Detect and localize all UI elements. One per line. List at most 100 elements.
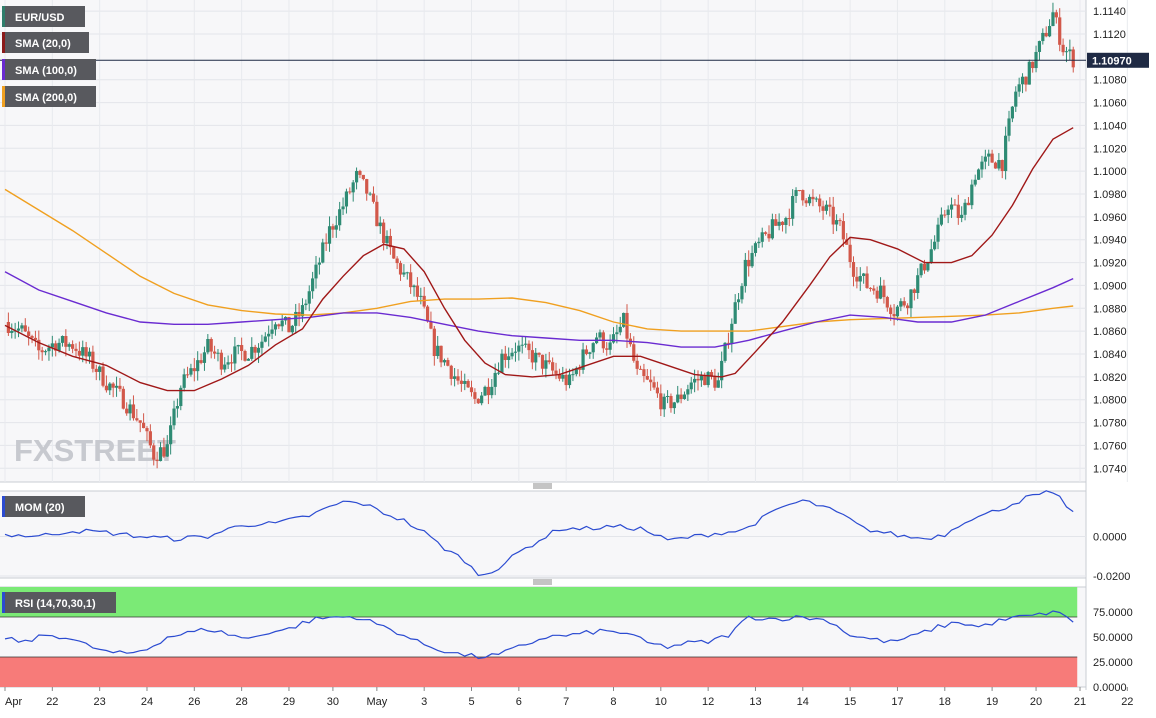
candle-body — [767, 233, 771, 239]
candle-body — [784, 218, 788, 225]
candle-body — [632, 344, 636, 361]
candle-body — [473, 392, 477, 399]
candle-body — [422, 295, 426, 307]
candle-body — [327, 226, 332, 244]
candle-body — [909, 289, 913, 309]
candle-body — [791, 196, 795, 219]
legend-sma-20[interactable]: SMA (20,0) — [2, 32, 89, 53]
candle-body — [513, 351, 518, 353]
price-tick-label: 1.1000 — [1093, 166, 1127, 178]
candle-body — [723, 342, 727, 361]
legend-eurusd[interactable]: EUR/USD — [2, 6, 85, 27]
candle-body — [878, 285, 883, 299]
candle-body — [983, 156, 987, 162]
candle-body — [1017, 84, 1021, 92]
legend-momentum[interactable]: MOM (20) — [2, 496, 85, 517]
candle-body — [747, 259, 751, 267]
candle-body — [1007, 118, 1011, 136]
candle-body — [963, 202, 967, 215]
rsi-line — [4, 610, 1074, 660]
candle-body — [348, 191, 352, 193]
candle-body — [976, 169, 981, 180]
candle-body — [395, 258, 399, 264]
price-tick-label: 1.1060 — [1093, 98, 1127, 110]
candle-body — [561, 374, 565, 379]
candle-body — [608, 342, 612, 350]
candle-body — [94, 368, 98, 372]
candle-body — [997, 160, 1001, 169]
candle-body — [598, 332, 602, 338]
candle-body — [865, 273, 869, 288]
panel-splitter-1[interactable] — [533, 483, 552, 489]
candle-body — [260, 341, 264, 348]
candle-body — [895, 306, 900, 317]
candle-body — [811, 196, 815, 200]
candle-body — [425, 306, 430, 322]
candle-body — [814, 198, 818, 200]
candle-body — [270, 329, 274, 334]
x-tick-label: 14 — [797, 696, 809, 708]
candle-body — [40, 350, 44, 353]
candle-body — [851, 262, 856, 277]
price-panel — [0, 0, 1086, 482]
candle-body — [182, 374, 186, 388]
candle-body — [922, 263, 927, 271]
candle-body — [801, 190, 805, 201]
candle-body — [960, 214, 964, 219]
candle-body — [777, 221, 781, 226]
candle-body — [243, 351, 247, 361]
sma-100-line — [4, 271, 1074, 348]
legend-rsi[interactable]: RSI (14,70,30,1) — [2, 592, 116, 613]
candle-body — [669, 395, 673, 409]
candle-body — [463, 380, 467, 384]
price-tick-label: 1.0820 — [1093, 372, 1127, 384]
candle-body — [23, 325, 27, 332]
x-tick-label: 7 — [563, 696, 569, 708]
candle-body — [1041, 32, 1045, 42]
candle-body — [523, 343, 528, 345]
candle-body — [300, 305, 305, 317]
candle-body — [1058, 17, 1062, 45]
candle-body — [314, 264, 318, 279]
candle-body — [956, 204, 960, 219]
candle-body — [196, 360, 200, 372]
candle-body — [862, 273, 866, 276]
candle-body — [317, 262, 321, 265]
x-tick-label: 10 — [655, 696, 667, 708]
candle-body — [835, 220, 839, 225]
candle-body — [324, 242, 328, 244]
x-tick-label: 19 — [986, 696, 998, 708]
candle-body — [338, 209, 342, 226]
candle-body — [185, 374, 190, 376]
x-tick-label: 24 — [141, 696, 153, 708]
price-tick-label: 1.0780 — [1093, 418, 1127, 430]
candle-body — [253, 346, 257, 353]
candle-body — [27, 331, 31, 337]
candle-body — [351, 182, 355, 193]
candle-body — [564, 374, 568, 386]
candle-body — [67, 344, 71, 347]
candle-body — [1004, 135, 1008, 172]
candle-body — [246, 358, 250, 361]
candle-body — [135, 418, 139, 421]
legend-sma-100-label: SMA (100,0) — [15, 65, 77, 77]
candle-body — [980, 161, 984, 170]
legend-sma-200[interactable]: SMA (200,0) — [2, 86, 96, 107]
legend-sma-100[interactable]: SMA (100,0) — [2, 59, 96, 80]
price-tick-label: 1.0940 — [1093, 235, 1127, 247]
price-tick-label: 1.1040 — [1093, 120, 1127, 132]
candle-body — [696, 378, 700, 381]
panel-splitter-2[interactable] — [533, 579, 552, 585]
candle-body — [551, 362, 555, 371]
x-tick-label: 13 — [749, 696, 761, 708]
x-tick-label: 20 — [1030, 696, 1042, 708]
candle-body — [233, 346, 237, 364]
price-tick-label: 1.0860 — [1093, 326, 1127, 338]
candle-body — [966, 202, 971, 206]
candle-body — [179, 387, 183, 407]
candle-body — [804, 200, 808, 204]
candle-body — [436, 345, 440, 357]
candle-body — [649, 379, 653, 383]
candle-body — [145, 428, 149, 432]
candle-body — [446, 360, 450, 366]
